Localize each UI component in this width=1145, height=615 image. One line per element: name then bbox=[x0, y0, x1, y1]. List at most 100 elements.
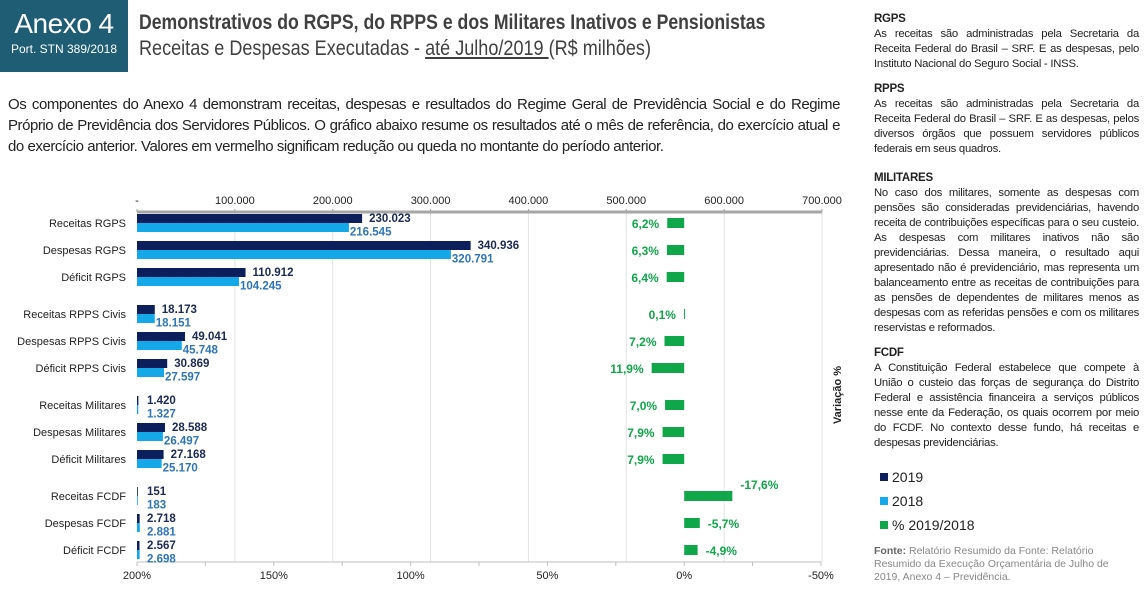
annex-title: Anexo 4 bbox=[14, 8, 114, 39]
variation-label: -17,6% bbox=[740, 478, 778, 492]
bar-2018 bbox=[137, 314, 155, 323]
legend-item-2019: 2019 bbox=[880, 465, 1139, 489]
page-title: Demonstrativos do RGPS, do RPPS e dos Mi… bbox=[139, 11, 766, 34]
source-note: Fonte: Relatório Resumido da Fonte: Rela… bbox=[874, 545, 1124, 584]
section-title-militares: MILITARES bbox=[874, 172, 933, 184]
subtitle-period: até Julho/2019 bbox=[425, 37, 549, 60]
variation-label: 6,4% bbox=[631, 271, 659, 285]
variation-bar bbox=[683, 309, 685, 319]
bar-2018 bbox=[137, 341, 182, 350]
variation-bar bbox=[662, 454, 685, 464]
bar-2018 bbox=[137, 277, 240, 286]
bar-2019 bbox=[137, 487, 138, 496]
value-label-2018: 45.748 bbox=[183, 345, 219, 357]
bar-2018 bbox=[137, 550, 140, 559]
value-label-2019: 28.588 bbox=[172, 422, 208, 434]
bar-2018 bbox=[137, 432, 163, 441]
top-axis-tick-label: 300.000 bbox=[411, 195, 451, 207]
variation-bar bbox=[662, 427, 685, 437]
category-label: Despesas RGPS bbox=[43, 245, 126, 257]
section-text-rpps: As receitas são administradas pela Secre… bbox=[874, 98, 1139, 155]
bottom-axis-tick-label: 0% bbox=[676, 570, 692, 582]
bar-2018 bbox=[137, 523, 140, 532]
value-label-2018: 27.597 bbox=[165, 372, 200, 384]
value-label-2019: 110.912 bbox=[253, 267, 294, 279]
legend-item-variation: % 2019/2018 bbox=[880, 513, 1139, 537]
legend-label: 2019 bbox=[892, 469, 924, 485]
variation-bar bbox=[684, 491, 733, 501]
top-axis-tick-label: 600.000 bbox=[704, 195, 744, 207]
value-label-2018: 26.497 bbox=[164, 436, 199, 448]
bar-2019 bbox=[137, 514, 140, 523]
bar-chart: - 100.000 200.000 300.000 400.000 500.000 600.… bbox=[17, 195, 844, 582]
category-label: Receitas RGPS bbox=[49, 218, 126, 230]
value-label-2018: 2.881 bbox=[147, 527, 176, 539]
bottom-axis-tick-label: 200% bbox=[123, 570, 151, 582]
variation-bar bbox=[666, 245, 685, 255]
variation-bar bbox=[667, 218, 685, 228]
value-label-2019: 27.168 bbox=[171, 449, 207, 461]
variation-bar bbox=[651, 363, 685, 373]
section-title-rpps: RPPS bbox=[874, 83, 905, 95]
bar-2019 bbox=[137, 305, 155, 314]
value-label-2018: 216.545 bbox=[350, 227, 392, 239]
value-label-2018: 104.245 bbox=[240, 281, 282, 293]
variation-label: 7,9% bbox=[627, 426, 655, 440]
category-label: Receitas Militares bbox=[39, 400, 126, 412]
bar-2019 bbox=[137, 214, 363, 223]
variation-label: 7,9% bbox=[627, 453, 655, 467]
value-label-2019: 230.023 bbox=[369, 213, 411, 225]
value-label-2019: 30.869 bbox=[174, 358, 209, 370]
value-label-2019: 1.420 bbox=[147, 395, 176, 407]
subtitle-text: Receitas e Despesas Executadas - bbox=[139, 37, 426, 60]
top-axis-tick-label: 100.000 bbox=[215, 195, 255, 207]
variation-bar bbox=[684, 518, 700, 528]
top-axis-tick-label: - bbox=[135, 195, 139, 207]
section-text-fcdf: A Constituição Federal estabelece que co… bbox=[874, 362, 1139, 449]
bar-2019 bbox=[137, 450, 164, 459]
value-label-2018: 2.698 bbox=[147, 554, 176, 566]
category-label: Déficit FCDF bbox=[63, 545, 126, 557]
top-axis-tick-label: 700.000 bbox=[802, 195, 842, 207]
category-label: Déficit Militares bbox=[51, 454, 126, 466]
intro-text: Os componentes do Anexo 4 demonstram rec… bbox=[8, 96, 840, 155]
section-title-rgps: RGPS bbox=[874, 13, 906, 25]
value-label-2019: 2.567 bbox=[147, 540, 176, 552]
category-label: Despesas RPPS Civis bbox=[17, 336, 126, 348]
category-label: Receitas RPPS Civis bbox=[23, 309, 126, 321]
top-axis-tick-label: 500.000 bbox=[606, 195, 646, 207]
section-title-fcdf: FCDF bbox=[874, 347, 904, 359]
secondary-axis-label: Variação % bbox=[832, 366, 844, 424]
variation-label: 7,2% bbox=[629, 335, 657, 349]
variation-bar bbox=[664, 336, 685, 346]
bar-2019 bbox=[137, 396, 139, 405]
value-label-2018: 183 bbox=[147, 500, 166, 512]
variation-bar bbox=[665, 400, 685, 410]
bar-2019 bbox=[137, 423, 165, 432]
category-label: Déficit RGPS bbox=[61, 272, 126, 284]
annex-badge: Anexo 4 Port. STN 389/2018 bbox=[0, 0, 128, 72]
variation-label: -5,7% bbox=[708, 517, 740, 531]
legend-swatch-icon bbox=[880, 473, 888, 481]
bottom-axis-tick-label: 50% bbox=[536, 570, 558, 582]
value-label-2019: 18.173 bbox=[162, 304, 197, 316]
bar-2018 bbox=[137, 405, 139, 414]
annex-ordinance: Port. STN 389/2018 bbox=[10, 42, 118, 56]
value-label-2018: 18.151 bbox=[156, 318, 192, 330]
bar-2018 bbox=[137, 368, 165, 377]
bar-2018 bbox=[137, 459, 162, 468]
variation-label: 6,2% bbox=[632, 217, 660, 231]
bar-2019 bbox=[137, 332, 185, 341]
value-label-2019: 340.936 bbox=[478, 240, 520, 252]
category-label: Despesas FCDF bbox=[45, 518, 127, 530]
legend-item-2018: 2018 bbox=[880, 489, 1139, 513]
subtitle-unit: (R$ milhões) bbox=[548, 37, 651, 60]
variation-label: 11,9% bbox=[610, 362, 644, 376]
legend-swatch-icon bbox=[880, 521, 888, 529]
variation-bar bbox=[666, 272, 685, 282]
variation-label: 6,3% bbox=[632, 244, 660, 258]
value-label-2019: 2.718 bbox=[147, 513, 176, 525]
value-label-2018: 25.170 bbox=[163, 463, 198, 475]
variation-label: 7,0% bbox=[630, 399, 658, 413]
bar-2019 bbox=[137, 241, 471, 250]
